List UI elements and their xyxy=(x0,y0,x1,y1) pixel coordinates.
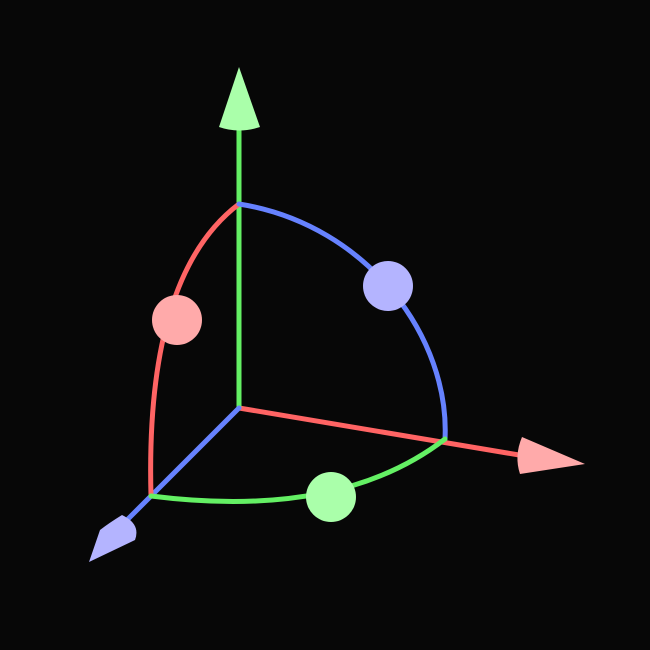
yz-rotation-handle[interactable] xyxy=(152,295,202,345)
x-axis-arrow-icon[interactable] xyxy=(517,437,585,474)
x-axis-line[interactable] xyxy=(236,405,528,459)
xz-rotation-handle[interactable] xyxy=(306,472,356,522)
z-axis-arrow-icon[interactable] xyxy=(89,515,137,562)
xy-rotation-handle[interactable] xyxy=(363,261,413,311)
z-axis-line[interactable] xyxy=(114,405,242,533)
y-axis-arrow-icon[interactable] xyxy=(219,67,260,131)
